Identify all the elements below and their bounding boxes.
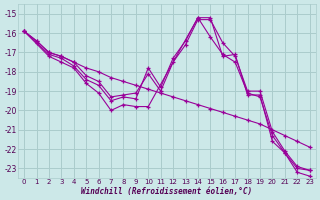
X-axis label: Windchill (Refroidissement éolien,°C): Windchill (Refroidissement éolien,°C) <box>81 187 252 196</box>
